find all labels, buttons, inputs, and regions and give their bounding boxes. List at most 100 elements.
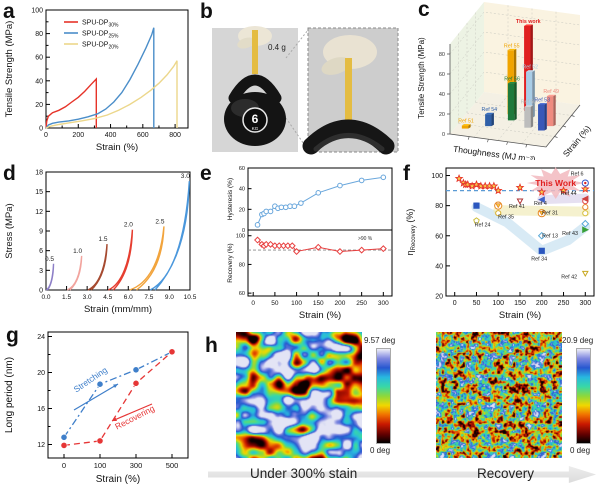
svg-text:0: 0 xyxy=(39,288,43,295)
afm-image-recovered xyxy=(436,332,562,458)
svg-text:100: 100 xyxy=(94,461,107,470)
colorbar-right-min: 0 deg xyxy=(570,446,591,455)
svg-text:50: 50 xyxy=(271,300,279,307)
svg-text:18: 18 xyxy=(35,170,43,177)
svg-text:100: 100 xyxy=(31,8,43,15)
weight-label: 0.4 g xyxy=(268,43,286,52)
kettlebell-illustration: 0.4 g 6 KG xyxy=(212,26,399,155)
svg-text:6: 6 xyxy=(39,248,43,255)
svg-text:600: 600 xyxy=(137,132,149,139)
svg-text:1.5: 1.5 xyxy=(99,236,108,243)
svg-text:60: 60 xyxy=(439,72,445,78)
svg-text:20: 20 xyxy=(239,207,245,213)
svg-text:9: 9 xyxy=(39,229,43,236)
svg-text:Ref 43: Ref 43 xyxy=(562,231,578,237)
svg-text:Ref 6: Ref 6 xyxy=(571,172,584,178)
svg-text:Ref 4: Ref 4 xyxy=(534,201,547,207)
panel-letter-c: c xyxy=(418,0,430,21)
weight-badge xyxy=(242,107,268,133)
svg-text:100: 100 xyxy=(236,234,245,240)
colorbar-left-min: 0 deg xyxy=(370,446,391,455)
svg-text:SPU-DP20%: SPU-DP20% xyxy=(82,42,119,51)
panel-c-3d-comparison: c 0 20 40 60 80 This work Ref 55 Ref 52 Ref 56 Re… xyxy=(414,0,600,164)
svg-text:20: 20 xyxy=(37,370,45,377)
svg-text:Thoughness (MJ m⁻³): Thoughness (MJ m⁻³) xyxy=(453,144,537,160)
svg-text:1.0: 1.0 xyxy=(73,248,82,255)
caption-recovery: Recovery xyxy=(477,466,535,481)
panel-letter-f: f xyxy=(403,162,410,185)
panel-b-kettlebell-photo: b 0.4 g 6 KG xyxy=(198,0,414,160)
svg-text:Stretching: Stretching xyxy=(72,365,110,395)
svg-text:0: 0 xyxy=(242,228,245,234)
svg-text:Ref 50: Ref 50 xyxy=(521,100,537,106)
svg-text:300: 300 xyxy=(130,461,143,470)
svg-text:2.5: 2.5 xyxy=(155,218,164,225)
svg-text:ηRecovery (%): ηRecovery (%) xyxy=(405,209,417,256)
svg-text:200: 200 xyxy=(536,300,548,307)
svg-text:Hysteresis (%): Hysteresis (%) xyxy=(227,178,234,220)
svg-text:20: 20 xyxy=(35,102,43,109)
svg-text:16: 16 xyxy=(37,406,45,413)
svg-text:300: 300 xyxy=(378,300,389,307)
svg-text:40: 40 xyxy=(439,92,445,98)
glove-finger-zoom xyxy=(321,57,351,75)
svg-text:Ref 49: Ref 49 xyxy=(543,89,559,95)
panel-d-cyclic-loops: d 0 3 6 9 12 15 18 0.0 1.5 3.0 4.5 6.0 7.5 9.0 10.5 Str… xyxy=(0,160,198,320)
panel-letter-a: a xyxy=(3,0,15,23)
svg-text:2.0: 2.0 xyxy=(124,222,133,229)
panel-h-afm-phase-maps: h 9.57 deg 0 deg 20.9 deg 0 deg Under 30… xyxy=(200,320,600,492)
svg-text:500: 500 xyxy=(166,461,179,470)
svg-text:7.5: 7.5 xyxy=(144,294,153,301)
panel-e-hysteresis-recovery: e 0 20 40 60 Hysteresis (%) 60 80 100 Recovery (… xyxy=(198,160,400,321)
svg-text:Ref 53: Ref 53 xyxy=(534,98,550,104)
svg-text:60: 60 xyxy=(239,166,245,172)
svg-text:40: 40 xyxy=(35,78,43,85)
svg-text:0: 0 xyxy=(44,132,48,139)
svg-text:150: 150 xyxy=(514,300,526,307)
svg-text:24: 24 xyxy=(37,334,45,341)
svg-text:Ref 24: Ref 24 xyxy=(475,223,491,229)
svg-text:100: 100 xyxy=(492,300,504,307)
svg-text:0: 0 xyxy=(442,132,445,138)
svg-text:Ref 44: Ref 44 xyxy=(561,191,577,197)
svg-text:80: 80 xyxy=(239,262,245,268)
svg-text:60: 60 xyxy=(35,55,43,62)
svg-text:Long period (nm): Long period (nm) xyxy=(4,357,15,433)
colorbar-right xyxy=(576,348,591,444)
svg-text:3.0: 3.0 xyxy=(83,294,92,301)
colorbar-left xyxy=(376,348,391,444)
svg-text:60: 60 xyxy=(435,233,443,240)
svg-text:0: 0 xyxy=(251,300,255,307)
svg-text:Ref 35: Ref 35 xyxy=(498,214,514,220)
panel-f-recovery-comparison: f This Work Ref 6 Ref 44 Ref 4 Ref 41 Ref 35 R… xyxy=(400,160,600,321)
svg-text:400: 400 xyxy=(105,132,117,139)
svg-text:150: 150 xyxy=(313,300,324,307)
svg-text:Tensile Strength (MPa): Tensile Strength (MPa) xyxy=(417,37,426,119)
svg-text:3: 3 xyxy=(39,268,43,275)
svg-text:Ref 13: Ref 13 xyxy=(542,233,558,239)
colorbar-left-max: 9.57 deg xyxy=(364,336,396,345)
svg-text:Recovery (%): Recovery (%) xyxy=(227,243,234,282)
long-period-chart: 12 16 20 24 0 100 300 500 Strain (%) Long period … xyxy=(4,331,189,485)
panel-letter-g: g xyxy=(6,324,19,347)
svg-text:80: 80 xyxy=(435,203,443,210)
svg-text:100: 100 xyxy=(291,300,302,307)
glove-finger xyxy=(237,37,255,49)
svg-text:3.0: 3.0 xyxy=(181,173,190,180)
svg-text:SPU-DP30%: SPU-DP30% xyxy=(82,20,119,29)
svg-text:250: 250 xyxy=(558,300,570,307)
tape-strip xyxy=(252,30,258,74)
svg-text:60: 60 xyxy=(239,291,245,297)
panel-letter-h: h xyxy=(205,334,218,357)
svg-text:Strain (mm/mm): Strain (mm/mm) xyxy=(84,304,152,315)
svg-text:6.0: 6.0 xyxy=(124,294,133,301)
svg-text:Strain (%): Strain (%) xyxy=(299,310,341,320)
panel-a-tensile-curves: a 0 20 40 60 80 100 0 200 400 600 800 Strain (%) Ten… xyxy=(0,0,198,160)
svg-text:Ref 41: Ref 41 xyxy=(509,204,525,210)
svg-text:Strain (%): Strain (%) xyxy=(96,142,138,153)
svg-text:20: 20 xyxy=(435,294,443,301)
svg-text:Ref 54: Ref 54 xyxy=(482,107,498,113)
